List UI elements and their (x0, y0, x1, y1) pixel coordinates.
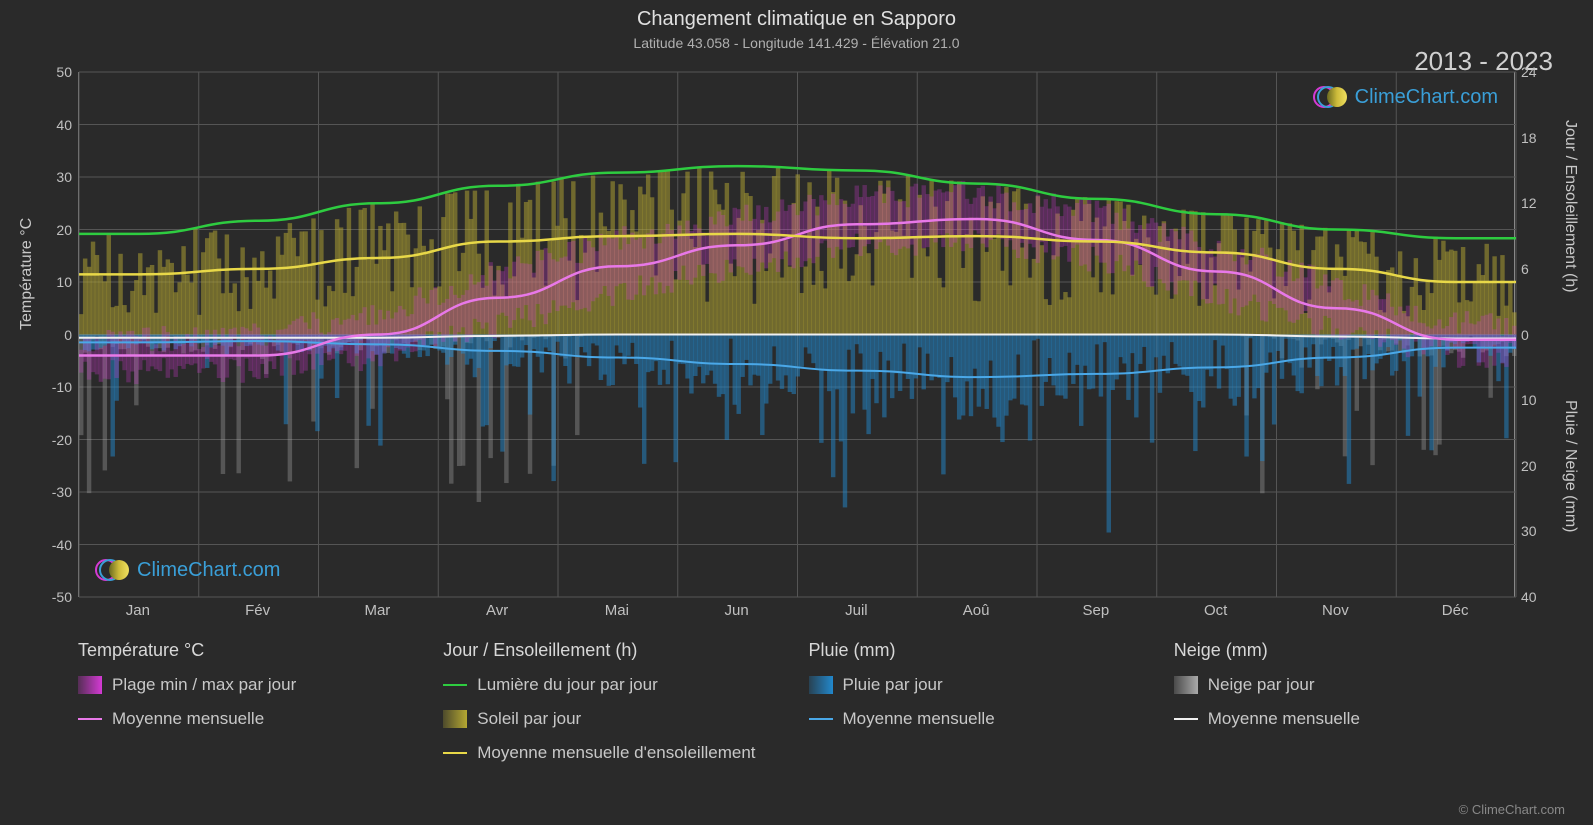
y-tick-left: -20 (44, 432, 72, 448)
brand-icon (95, 557, 131, 583)
y-tick-left: 10 (44, 274, 72, 290)
y-tick-right: 18 (1521, 130, 1549, 146)
legend-label: Moyenne mensuelle (843, 709, 995, 729)
legend-label: Lumière du jour par jour (477, 675, 657, 695)
legend-line-daylight (443, 684, 467, 686)
x-tick-month: Avr (486, 602, 508, 619)
x-tick-month: Nov (1322, 602, 1349, 619)
legend-col-day: Jour / Ensoleillement (h) Lumière du jou… (443, 640, 784, 777)
y-axis-left-label: Température °C (18, 218, 36, 330)
y-tick-right: 24 (1521, 64, 1549, 80)
y-tick-right: 20 (1521, 458, 1549, 474)
y-axis-right-bottom-label: Pluie / Neige (mm) (1561, 400, 1579, 532)
legend-item-sunday: Soleil par jour (443, 709, 784, 729)
y-tick-left: -40 (44, 537, 72, 553)
chart-subtitle: Latitude 43.058 - Longitude 141.429 - Él… (0, 31, 1593, 51)
y-tick-right: 40 (1521, 589, 1549, 605)
y-tick-left: 50 (44, 64, 72, 80)
y-tick-left: 30 (44, 169, 72, 185)
brand-watermark-top: ClimeChart.com (1313, 84, 1498, 110)
x-tick-month: Mar (364, 602, 390, 619)
y-tick-right: 10 (1521, 392, 1549, 408)
y-tick-left: -10 (44, 379, 72, 395)
legend-rain-header: Pluie (mm) (809, 640, 1150, 661)
x-tick-month: Mai (605, 602, 629, 619)
x-tick-month: Jun (725, 602, 749, 619)
legend-label: Moyenne mensuelle d'ensoleillement (477, 743, 755, 763)
legend-swatch-sun (443, 710, 467, 728)
legend-label: Moyenne mensuelle (112, 709, 264, 729)
legend-item-temp-avg: Moyenne mensuelle (78, 709, 419, 729)
x-tick-month: Aoû (963, 602, 990, 619)
brand-watermark-bottom: ClimeChart.com (95, 557, 280, 583)
legend-day-header: Jour / Ensoleillement (h) (443, 640, 784, 661)
legend-snow-header: Neige (mm) (1174, 640, 1515, 661)
legend-item-daylight: Lumière du jour par jour (443, 675, 784, 695)
x-tick-month: Fév (245, 602, 270, 619)
chart-plot-area: ClimeChart.com ClimeChart.com (78, 72, 1515, 597)
brand-label: ClimeChart.com (137, 559, 280, 582)
legend-label: Moyenne mensuelle (1208, 709, 1360, 729)
y-tick-right: 0 (1521, 327, 1549, 343)
legend-line-temp-avg (78, 718, 102, 720)
legend-item-snowday: Neige par jour (1174, 675, 1515, 695)
chart-title: Changement climatique en Sapporo (0, 0, 1593, 31)
y-tick-left: -30 (44, 484, 72, 500)
legend-swatch-temp-range (78, 676, 102, 694)
x-tick-month: Jan (126, 602, 150, 619)
y-tick-left: 20 (44, 222, 72, 238)
legend-col-rain: Pluie (mm) Pluie par jour Moyenne mensue… (809, 640, 1150, 777)
y-tick-left: -50 (44, 589, 72, 605)
x-tick-month: Juil (845, 602, 868, 619)
y-axis-right-top-label: Jour / Ensoleillement (h) (1561, 120, 1579, 293)
legend: Température °C Plage min / max par jour … (78, 640, 1515, 777)
legend-col-temp: Température °C Plage min / max par jour … (78, 640, 419, 777)
legend-item-temp-range: Plage min / max par jour (78, 675, 419, 695)
brand-label: ClimeChart.com (1355, 86, 1498, 109)
legend-temp-header: Température °C (78, 640, 419, 661)
brand-icon (1313, 84, 1349, 110)
legend-item-sunavg: Moyenne mensuelle d'ensoleillement (443, 743, 784, 763)
legend-line-rainavg (809, 718, 833, 720)
legend-swatch-snow (1174, 676, 1198, 694)
legend-line-sunavg (443, 752, 467, 754)
x-tick-month: Sep (1083, 602, 1110, 619)
legend-label: Plage min / max par jour (112, 675, 296, 695)
legend-label: Soleil par jour (477, 709, 581, 729)
legend-item-rainavg: Moyenne mensuelle (809, 709, 1150, 729)
legend-item-snowavg: Moyenne mensuelle (1174, 709, 1515, 729)
y-tick-right: 6 (1521, 261, 1549, 277)
legend-label: Pluie par jour (843, 675, 943, 695)
legend-line-snowavg (1174, 718, 1198, 720)
legend-col-snow: Neige (mm) Neige par jour Moyenne mensue… (1174, 640, 1515, 777)
copyright-label: © ClimeChart.com (1459, 802, 1565, 817)
legend-swatch-rain (809, 676, 833, 694)
y-tick-right: 30 (1521, 523, 1549, 539)
x-tick-month: Déc (1442, 602, 1469, 619)
y-tick-left: 0 (44, 327, 72, 343)
chart-svg (79, 72, 1516, 597)
y-tick-right: 12 (1521, 195, 1549, 211)
y-tick-left: 40 (44, 117, 72, 133)
legend-label: Neige par jour (1208, 675, 1315, 695)
legend-item-rainday: Pluie par jour (809, 675, 1150, 695)
x-tick-month: Oct (1204, 602, 1227, 619)
